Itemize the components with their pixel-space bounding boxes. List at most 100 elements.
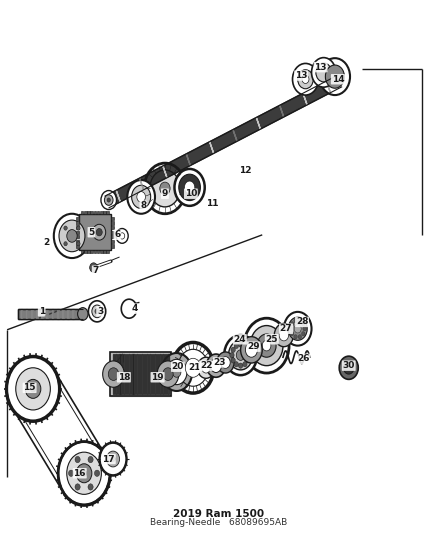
Circle shape [6,356,60,422]
Bar [94,250,96,253]
Circle shape [64,226,67,230]
Polygon shape [123,354,125,394]
Circle shape [302,332,305,336]
Circle shape [59,220,85,252]
Circle shape [238,363,243,368]
Polygon shape [154,354,156,394]
Circle shape [343,361,354,374]
Polygon shape [57,309,59,319]
Circle shape [246,358,250,363]
Bar [94,211,96,214]
Polygon shape [280,106,284,117]
Polygon shape [131,354,133,394]
Circle shape [234,361,238,367]
Circle shape [161,353,192,391]
Text: 19: 19 [151,373,164,382]
Polygon shape [126,354,127,394]
Text: 2: 2 [43,238,49,247]
Circle shape [67,230,77,242]
Circle shape [77,226,80,230]
Text: 4: 4 [131,304,138,313]
Circle shape [68,470,74,477]
Text: 16: 16 [74,469,86,478]
Circle shape [224,335,257,375]
Circle shape [127,180,155,214]
Polygon shape [46,309,48,319]
Circle shape [325,65,344,88]
Circle shape [339,356,358,379]
Polygon shape [67,309,69,319]
Text: 26: 26 [297,354,310,364]
Bar [90,211,93,214]
Circle shape [174,169,205,206]
Circle shape [172,342,214,393]
Polygon shape [162,354,164,394]
Text: 3: 3 [97,307,103,316]
Circle shape [90,263,98,272]
Circle shape [243,343,247,349]
Circle shape [31,386,35,392]
Polygon shape [52,309,53,319]
Circle shape [221,357,230,368]
Polygon shape [120,354,122,394]
Circle shape [274,324,293,346]
Circle shape [179,174,201,200]
Text: 9: 9 [162,189,168,198]
Bar [100,250,102,253]
Polygon shape [62,309,64,319]
Circle shape [163,368,173,381]
Bar [103,250,106,253]
Circle shape [184,181,195,193]
Text: 30: 30 [343,361,355,370]
Polygon shape [31,309,32,319]
Polygon shape [26,309,28,319]
Circle shape [78,308,88,320]
Circle shape [290,332,294,336]
Circle shape [96,229,102,236]
Polygon shape [149,354,151,394]
Text: 29: 29 [247,342,260,351]
Polygon shape [140,178,144,190]
Circle shape [64,241,67,246]
Polygon shape [118,354,120,394]
Circle shape [75,456,80,463]
Text: 20: 20 [172,362,184,371]
Circle shape [75,484,80,490]
Polygon shape [165,354,166,394]
Circle shape [101,191,117,209]
Text: 5: 5 [88,228,95,237]
Circle shape [243,361,247,367]
Circle shape [217,352,234,373]
Circle shape [210,359,222,373]
Circle shape [294,335,297,339]
Bar [100,211,102,214]
Circle shape [25,379,41,398]
Polygon shape [210,142,214,154]
Bar [76,235,79,238]
Circle shape [93,224,106,240]
Circle shape [81,470,87,477]
Circle shape [88,301,106,322]
Circle shape [316,63,332,82]
Bar [111,235,114,238]
Polygon shape [136,354,138,394]
Circle shape [111,456,115,462]
Circle shape [290,322,294,326]
Polygon shape [128,354,130,394]
Circle shape [231,347,235,352]
Bar [97,211,99,214]
Circle shape [236,350,245,360]
Text: 13: 13 [314,62,327,71]
Circle shape [172,367,181,377]
Bar [76,222,79,224]
Text: 23: 23 [214,358,226,367]
Text: 13: 13 [295,71,307,80]
Circle shape [250,326,283,366]
Polygon shape [146,354,148,394]
Text: 21: 21 [188,364,201,372]
Circle shape [303,327,306,331]
Text: 7: 7 [92,266,99,275]
Polygon shape [167,354,169,394]
Circle shape [198,357,215,378]
Text: 14: 14 [332,75,344,84]
